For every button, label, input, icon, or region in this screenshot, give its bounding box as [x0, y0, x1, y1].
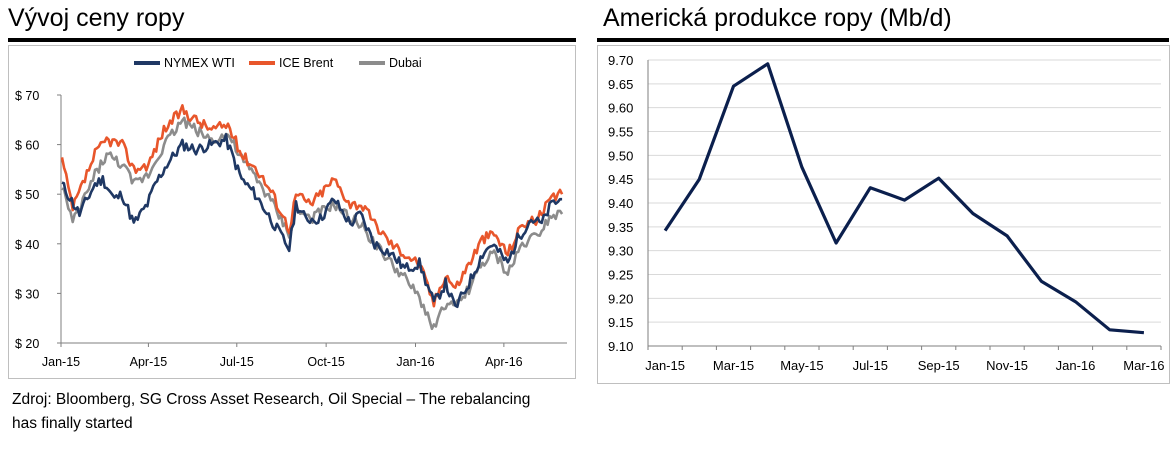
legend-label: Dubai	[389, 56, 422, 70]
y-tick-label: 9.35	[608, 220, 633, 235]
y-tick-label: $ 70	[15, 89, 39, 103]
us-oil-production-chart: 9.10 9.15 9.20 9.25 9.30 9.35 9.40 9.45 9.50 9.55…	[597, 45, 1170, 384]
y-tick-label: 9.30	[608, 244, 633, 259]
y-tick-label: 9.70	[608, 53, 633, 68]
x-tick-label: Oct-15	[307, 355, 345, 369]
oil-price-chart-svg: $ 20 $ 30 $ 40 $ 50 $ 60 $ 70 Jan-15 Apr-15 Jul-…	[15, 56, 567, 369]
x-tick-label: Jan-15	[645, 358, 685, 373]
y-tick-label: 9.15	[608, 315, 633, 330]
x-tick-label: Sep-15	[918, 358, 960, 373]
left-chart-title: Vývoj ceny ropy	[8, 4, 185, 32]
x-tick-label: May-15	[780, 358, 823, 373]
y-tick-label: 9.50	[608, 148, 633, 163]
x-tick-label: Mar-16	[1123, 358, 1164, 373]
nymex-wti-line	[61, 133, 563, 309]
x-tick-label: Jan-16	[396, 355, 434, 369]
y-tick-label: 9.65	[608, 77, 633, 92]
y-tick-label: 9.45	[608, 172, 633, 187]
x-tick-label: Jan-16	[1056, 358, 1096, 373]
y-tick-label: $ 50	[15, 188, 39, 202]
y-tick-label: 9.60	[608, 101, 633, 116]
dubai-line	[61, 116, 564, 331]
y-tick-label: $ 60	[15, 139, 39, 153]
x-tick-label: Nov-15	[986, 358, 1028, 373]
right-chart-title: Americká produkce ropy (Mb/d)	[603, 4, 952, 32]
x-tick-label: Apr-15	[130, 355, 168, 369]
y-tick-label: $ 40	[15, 238, 39, 252]
left-title-rule	[8, 38, 576, 42]
ice-brent-line	[60, 104, 564, 308]
x-tick-label: Jul-15	[853, 358, 888, 373]
oil-price-chart: $ 20 $ 30 $ 40 $ 50 $ 60 $ 70 Jan-15 Apr-15 Jul-…	[8, 45, 576, 379]
y-tick-label: 9.55	[608, 125, 633, 140]
y-tick-label: $ 30	[15, 287, 39, 301]
y-tick-label: 9.10	[608, 339, 633, 354]
right-title-rule	[597, 38, 1169, 42]
x-tick-label: Mar-15	[713, 358, 754, 373]
y-tick-label: 9.40	[608, 196, 633, 211]
x-tick-label: Apr-16	[485, 355, 523, 369]
y-tick-label: 9.20	[608, 291, 633, 306]
y-tick-label: $ 20	[15, 337, 39, 351]
x-tick-label: Jul-15	[220, 355, 254, 369]
production-line	[663, 62, 1145, 335]
y-tick-label: 9.25	[608, 268, 633, 283]
source-note: Zdroj: Bloomberg, SG Cross Asset Researc…	[12, 391, 531, 432]
x-tick-label: Jan-15	[42, 355, 80, 369]
legend-label: ICE Brent	[279, 56, 334, 70]
us-oil-production-chart-svg: 9.10 9.15 9.20 9.25 9.30 9.35 9.40 9.45 9.50 9.55…	[608, 53, 1164, 373]
legend-label: NYMEX WTI	[164, 56, 235, 70]
